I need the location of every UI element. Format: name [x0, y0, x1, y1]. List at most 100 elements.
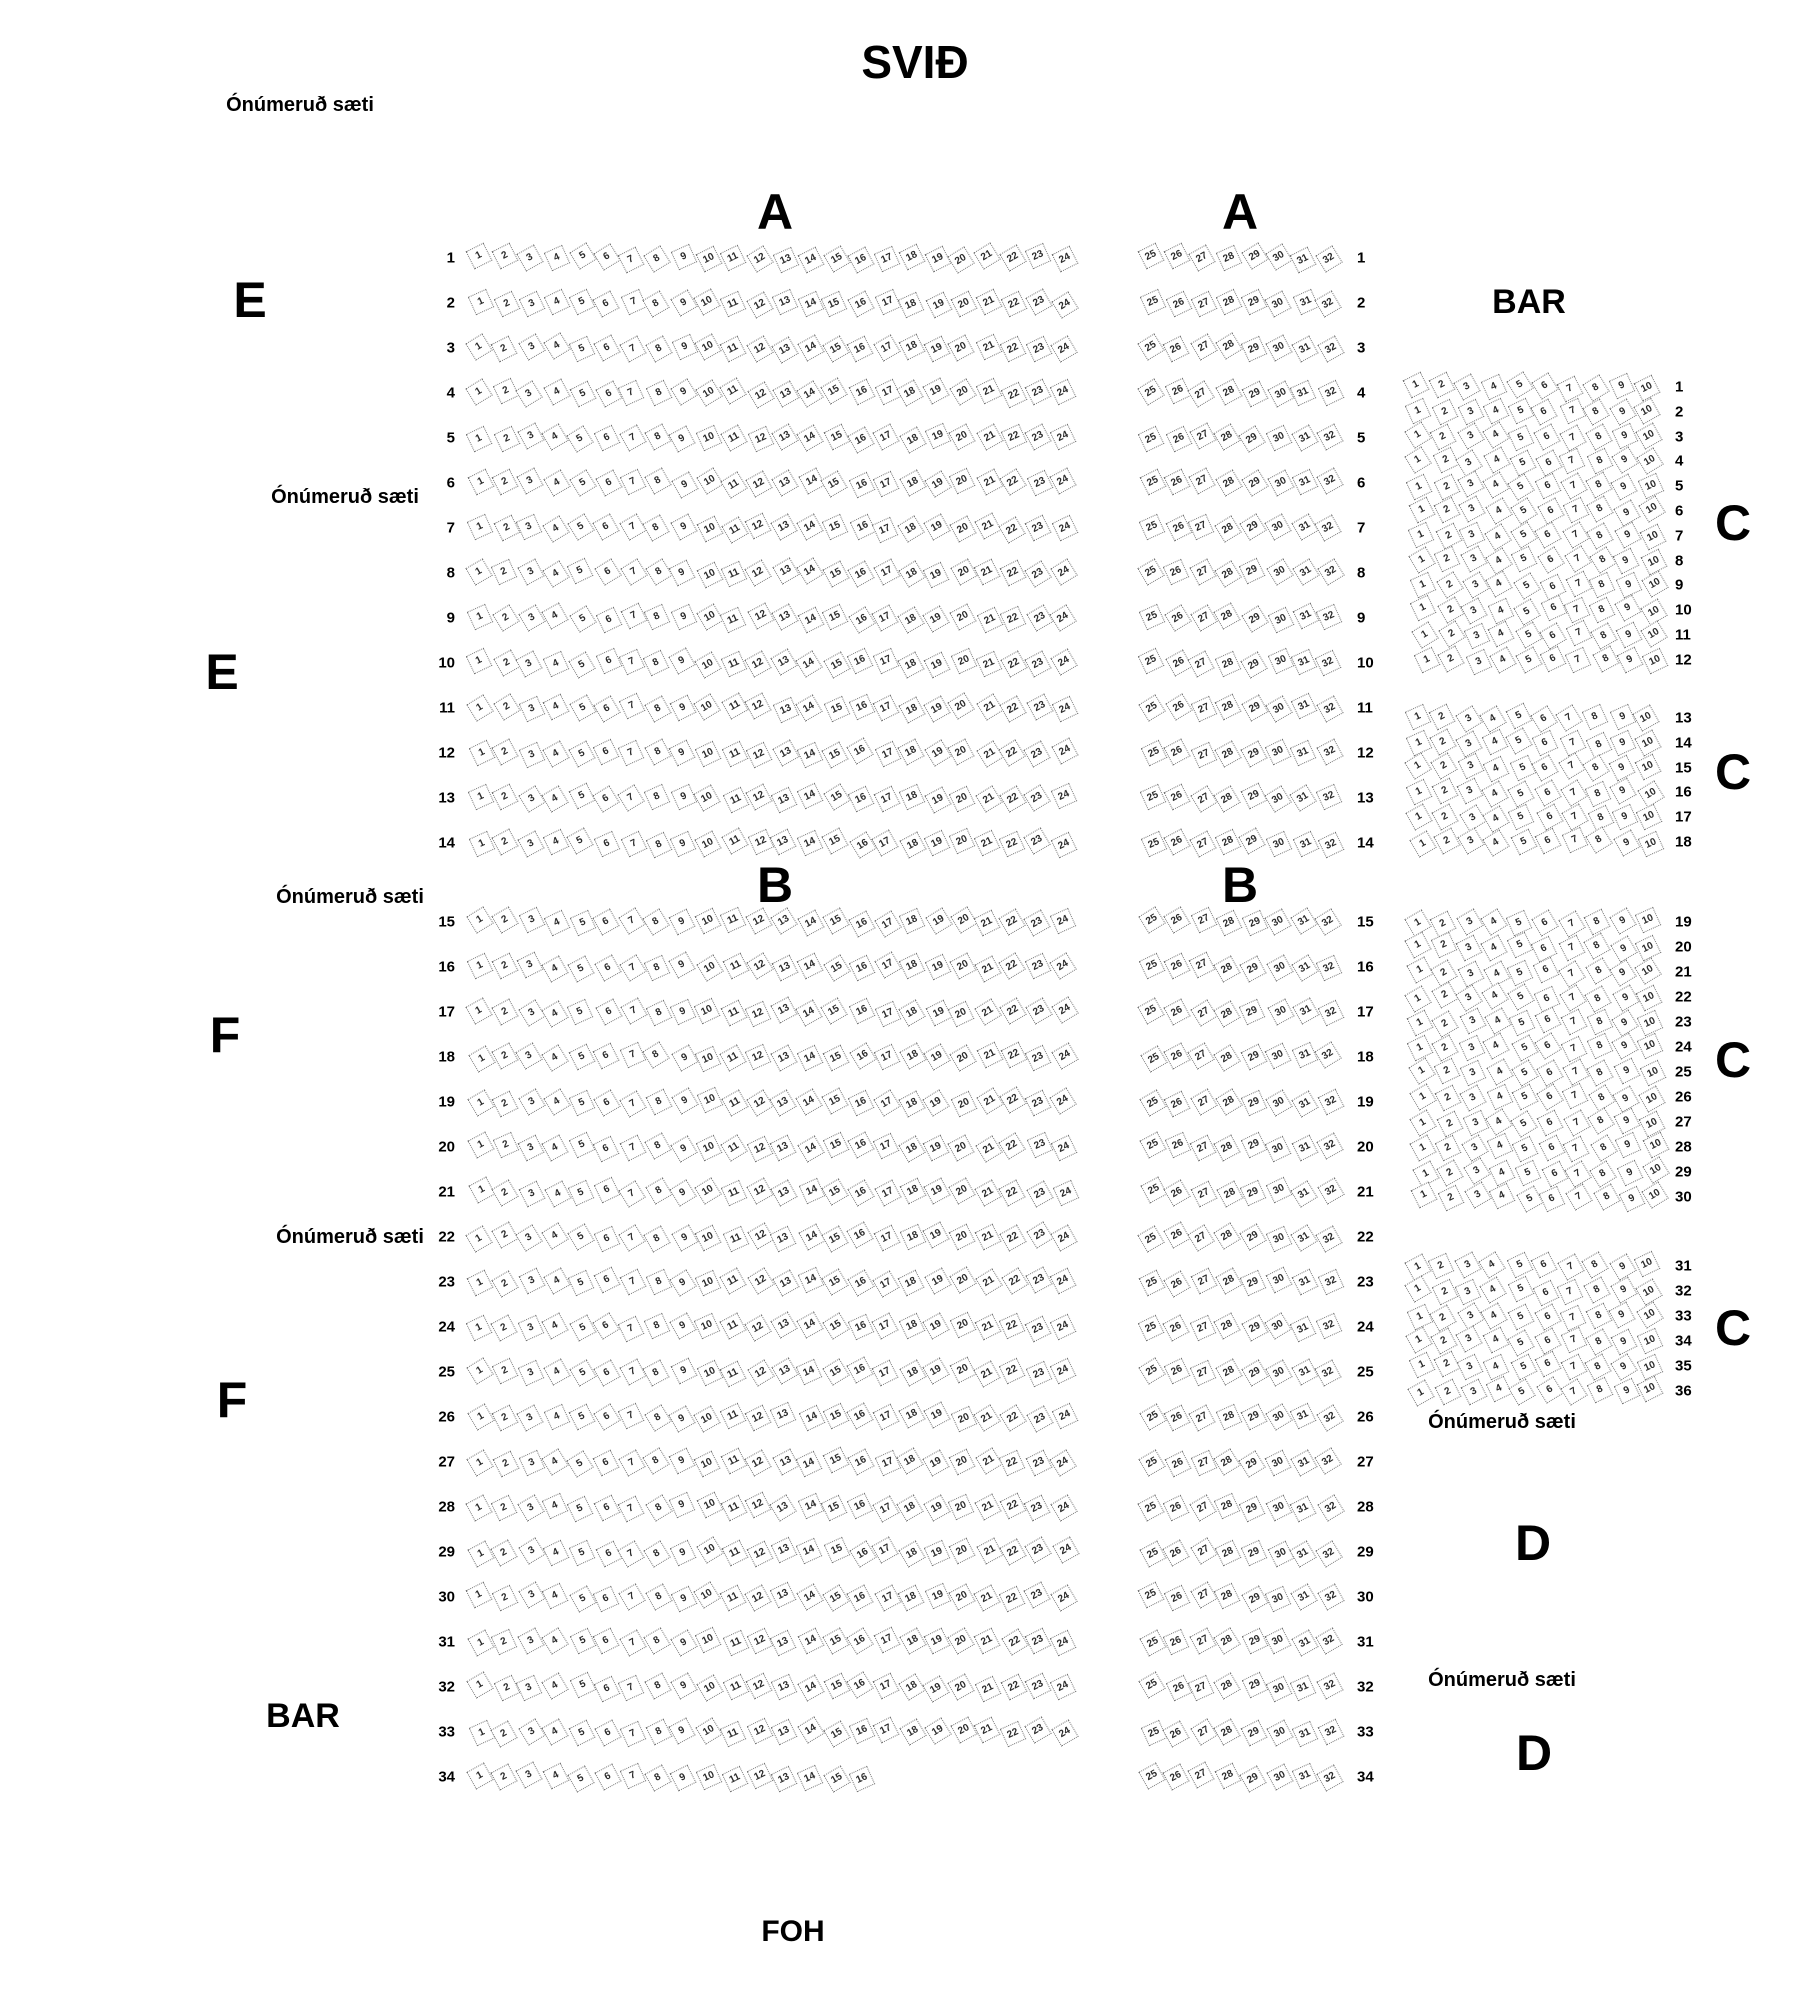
seat[interactable]: 3: [518, 1449, 546, 1476]
seat[interactable]: 1: [465, 1762, 494, 1790]
seat[interactable]: 25: [1137, 242, 1165, 270]
seat[interactable]: 3: [1463, 622, 1491, 650]
seat[interactable]: 2: [493, 514, 521, 542]
seat[interactable]: 27: [1189, 830, 1217, 858]
seat[interactable]: 9: [1609, 1276, 1638, 1304]
seat[interactable]: 11: [722, 952, 749, 980]
seat[interactable]: 1: [1410, 1181, 1438, 1209]
seat[interactable]: 23: [1026, 1405, 1054, 1433]
seat[interactable]: 9: [669, 1764, 697, 1792]
seat[interactable]: 26: [1162, 1314, 1190, 1342]
seat[interactable]: 6: [1541, 1160, 1568, 1188]
seat[interactable]: 6: [592, 739, 620, 766]
seat[interactable]: 5: [566, 1495, 594, 1523]
seat[interactable]: 29: [1241, 694, 1269, 722]
seat[interactable]: 20: [948, 1223, 976, 1251]
seat[interactable]: 14: [796, 782, 824, 810]
seat[interactable]: 22: [999, 694, 1027, 723]
seat[interactable]: 11: [719, 1134, 748, 1162]
seat[interactable]: 10: [1641, 647, 1669, 675]
seat[interactable]: 12: [744, 692, 772, 720]
seat[interactable]: 2: [490, 1763, 518, 1791]
seat[interactable]: 15: [823, 1536, 850, 1564]
seat[interactable]: 22: [999, 1357, 1026, 1385]
seat[interactable]: 14: [795, 998, 823, 1027]
seat[interactable]: 10: [1634, 729, 1662, 757]
seat[interactable]: 27: [1188, 951, 1216, 979]
seat[interactable]: 5: [1507, 424, 1535, 452]
seat[interactable]: 9: [1611, 422, 1639, 450]
seat[interactable]: 15: [823, 1672, 851, 1700]
seat[interactable]: 8: [1589, 546, 1618, 574]
seat[interactable]: 24: [1051, 1718, 1079, 1747]
seat[interactable]: 29: [1240, 1539, 1268, 1567]
seat[interactable]: 16: [846, 246, 875, 274]
seat[interactable]: 1: [466, 953, 493, 980]
seat[interactable]: 4: [543, 469, 571, 497]
seat[interactable]: 3: [1455, 934, 1483, 962]
seat[interactable]: 5: [568, 1089, 595, 1116]
seat[interactable]: 5: [1516, 1185, 1544, 1213]
seat[interactable]: 25: [1137, 647, 1164, 675]
seat[interactable]: 7: [1560, 1353, 1588, 1381]
seat[interactable]: 22: [1000, 649, 1028, 678]
seat[interactable]: 14: [797, 1135, 825, 1163]
seat[interactable]: 27: [1190, 1180, 1218, 1208]
seat[interactable]: 2: [1430, 1327, 1458, 1355]
seat[interactable]: 20: [948, 1583, 976, 1611]
seat[interactable]: 7: [620, 1720, 647, 1748]
seat[interactable]: 17: [874, 288, 902, 316]
seat[interactable]: 12: [746, 1089, 774, 1117]
seat[interactable]: 28: [1213, 955, 1241, 983]
seat[interactable]: 31: [1291, 513, 1319, 541]
seat[interactable]: 7: [1561, 826, 1589, 854]
seat[interactable]: 18: [898, 1673, 927, 1701]
seat[interactable]: 27: [1188, 514, 1215, 541]
seat[interactable]: 3: [517, 1627, 545, 1655]
seat[interactable]: 19: [924, 1267, 952, 1295]
seat[interactable]: 2: [1431, 399, 1459, 426]
seat[interactable]: 29: [1238, 557, 1266, 585]
seat[interactable]: 10: [696, 1359, 723, 1386]
seat[interactable]: 19: [922, 1089, 950, 1117]
seat[interactable]: 1: [1406, 1379, 1435, 1407]
seat[interactable]: 8: [1588, 571, 1616, 599]
seat[interactable]: 26: [1165, 425, 1193, 453]
seat[interactable]: 7: [1558, 448, 1585, 475]
seat[interactable]: 17: [872, 647, 900, 675]
seat[interactable]: 13: [769, 1225, 797, 1253]
seat[interactable]: 1: [465, 1225, 493, 1253]
seat[interactable]: 6: [592, 1042, 619, 1070]
seat[interactable]: 22: [999, 1492, 1027, 1520]
seat[interactable]: 19: [924, 907, 953, 936]
seat[interactable]: 8: [642, 1359, 670, 1387]
seat[interactable]: 28: [1213, 1312, 1241, 1340]
seat[interactable]: 4: [542, 1539, 570, 1567]
seat[interactable]: 6: [593, 1176, 620, 1204]
seat[interactable]: 8: [1582, 753, 1611, 782]
seat[interactable]: 21: [975, 377, 1002, 405]
seat[interactable]: 9: [1610, 1352, 1638, 1381]
seat[interactable]: 8: [645, 334, 673, 363]
seat[interactable]: 8: [1585, 423, 1613, 451]
seat[interactable]: 7: [1561, 1083, 1589, 1110]
seat[interactable]: 9: [669, 998, 697, 1026]
seat[interactable]: 19: [923, 513, 951, 541]
seat[interactable]: 23: [1024, 1536, 1052, 1564]
seat[interactable]: 24: [1049, 907, 1077, 935]
seat[interactable]: 31: [1290, 1674, 1317, 1701]
seat[interactable]: 24: [1049, 1313, 1077, 1341]
seat[interactable]: 1: [466, 604, 494, 631]
seat[interactable]: 25: [1138, 694, 1166, 722]
seat[interactable]: 25: [1137, 333, 1165, 361]
seat[interactable]: 24: [1049, 378, 1077, 406]
seat[interactable]: 21: [975, 423, 1004, 451]
seat[interactable]: 26: [1163, 783, 1191, 811]
seat[interactable]: 26: [1164, 604, 1192, 632]
seat[interactable]: 5: [568, 1043, 596, 1071]
seat[interactable]: 19: [923, 651, 951, 679]
seat[interactable]: 27: [1190, 1267, 1218, 1295]
seat[interactable]: 27: [1188, 1674, 1215, 1702]
seat[interactable]: 8: [1587, 1008, 1614, 1036]
seat[interactable]: 1: [468, 830, 495, 857]
